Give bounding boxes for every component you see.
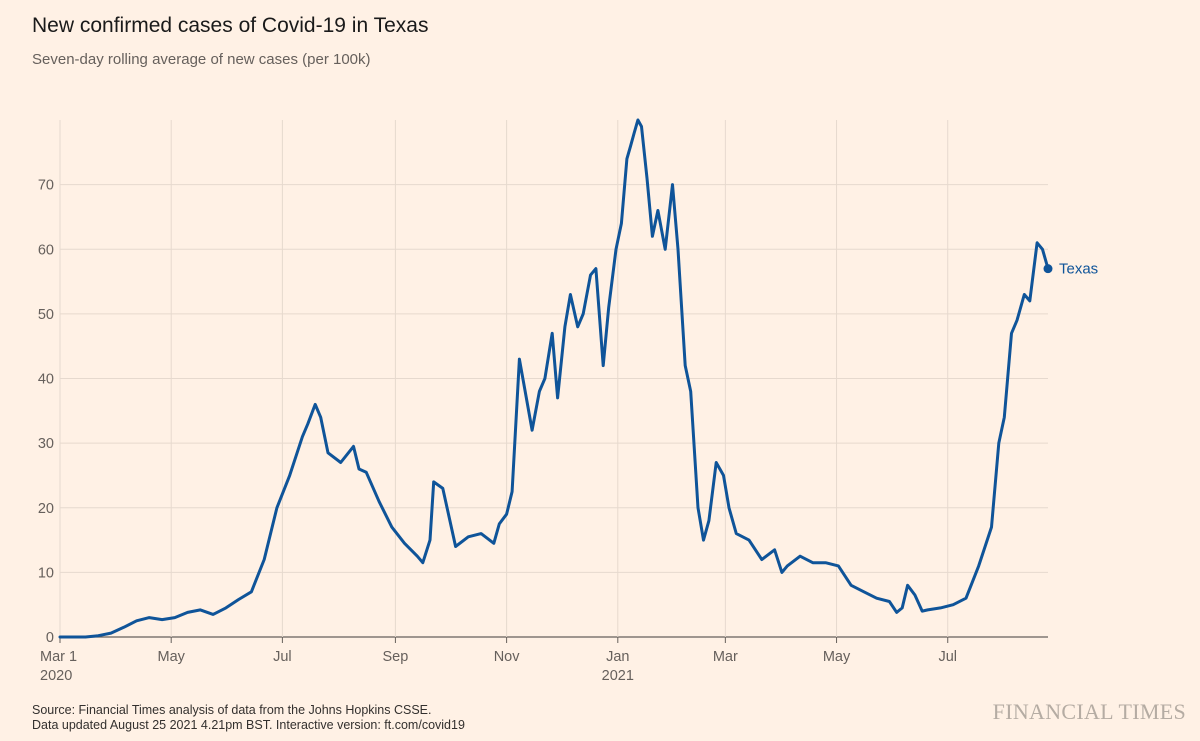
chart-title: New confirmed cases of Covid-19 in Texas bbox=[32, 14, 429, 37]
series-end-marker bbox=[1043, 264, 1053, 274]
y-tick-label: 50 bbox=[38, 307, 54, 323]
x-tick-sublabel: 2021 bbox=[602, 668, 634, 684]
chart-subtitle: Seven-day rolling average of new cases (… bbox=[32, 51, 371, 68]
y-axis: 0 10 20 30 40 50 60 70 bbox=[38, 178, 54, 646]
source-line-1: Source: Financial Times analysis of data… bbox=[32, 703, 432, 717]
y-tick-label: 10 bbox=[38, 565, 54, 581]
x-tick-label: Jan bbox=[606, 649, 629, 665]
ft-logo: FINANCIAL TIMES bbox=[992, 699, 1186, 724]
y-tick-label: 20 bbox=[38, 501, 54, 517]
series-line-texas bbox=[58, 118, 1050, 639]
x-tick-label: Jul bbox=[273, 649, 292, 665]
source-line-2: Data updated August 25 2021 4.21pm BST. … bbox=[32, 718, 465, 732]
y-tick-label: 30 bbox=[38, 436, 54, 452]
x-tick-sublabel: 2020 bbox=[40, 668, 72, 684]
x-tick-label: Mar bbox=[713, 649, 738, 665]
y-tick-label: 40 bbox=[38, 372, 54, 388]
x-tick-label: May bbox=[157, 649, 185, 665]
x-tick-label: May bbox=[823, 649, 851, 665]
line-chart: 0 10 20 30 40 50 60 70 Mar 1 2020 May Jul Sep Nov Jan… bbox=[38, 118, 1098, 684]
x-tick-label: Mar 1 bbox=[40, 649, 77, 665]
x-tick-label: Sep bbox=[383, 649, 409, 665]
y-tick-label: 70 bbox=[38, 178, 54, 194]
y-tick-label: 0 bbox=[46, 630, 54, 646]
series-label-texas: Texas bbox=[1059, 261, 1098, 278]
y-tick-label: 60 bbox=[38, 242, 54, 258]
gridlines bbox=[59, 120, 1048, 638]
source-note: Source: Financial Times analysis of data… bbox=[32, 703, 465, 733]
x-tick-label: Nov bbox=[494, 649, 521, 665]
x-axis: Mar 1 2020 May Jul Sep Nov Jan 2021 Mar May Jul bbox=[40, 637, 957, 684]
x-tick-label: Jul bbox=[938, 649, 957, 665]
